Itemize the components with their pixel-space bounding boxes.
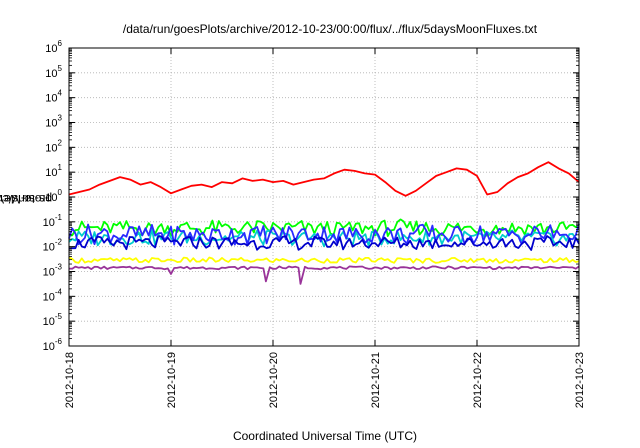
y-tick-label: 10-4 [43,287,63,303]
series-layer [68,161,580,285]
y-tick-label: 105 [45,64,62,80]
x-tick-label: 2012-10-22 [472,352,484,408]
ticks-layer [68,47,580,347]
y-tick-label: 106 [45,39,62,55]
y-tick-label: 10-5 [43,312,63,328]
flux-series-line [68,235,580,251]
y-tick-label: 100 [45,188,62,204]
flux-series-line [68,223,580,246]
y-tick-label: 103 [45,114,62,130]
y-tick-label: 10-3 [43,263,63,279]
x-tick-label: 2012-10-18 [64,352,76,408]
y-tick-label: 10-6 [43,337,63,353]
y-tick-label: 104 [45,89,62,105]
flux-series-line [68,256,580,264]
x-tick-labels: 2012-10-18 2012-10-19 2012-10-20 2012-10-21… [64,352,586,408]
y-tick-label: 10-1 [43,213,63,229]
y-tick-label: 101 [45,163,62,179]
x-axis-label: Coordinated Universal Time (UTC) [232,429,418,443]
x-tick-label: 2012-10-21 [370,352,382,408]
flux-series-line [68,265,580,285]
y-tick-label: 102 [45,138,62,154]
flux-series-line [68,161,580,197]
y-axis-label-suffix: -s-sr-MeV [0,192,49,207]
grid-layer [69,48,579,346]
y-tick-labels: 10-6 10-5 10-4 10-3 10-2 10-1 100 101 102 103 104 1… [43,39,63,353]
x-tick-label: 2012-10-20 [268,352,280,408]
chart-title: /data/run/goesPlots/archive/2012-10-23/0… [122,22,538,36]
x-tick-label: 2012-10-23 [574,352,586,408]
y-tick-label: 10-2 [43,238,63,254]
x-tick-label: 2012-10-19 [166,352,178,408]
flux-series-line [68,228,580,248]
